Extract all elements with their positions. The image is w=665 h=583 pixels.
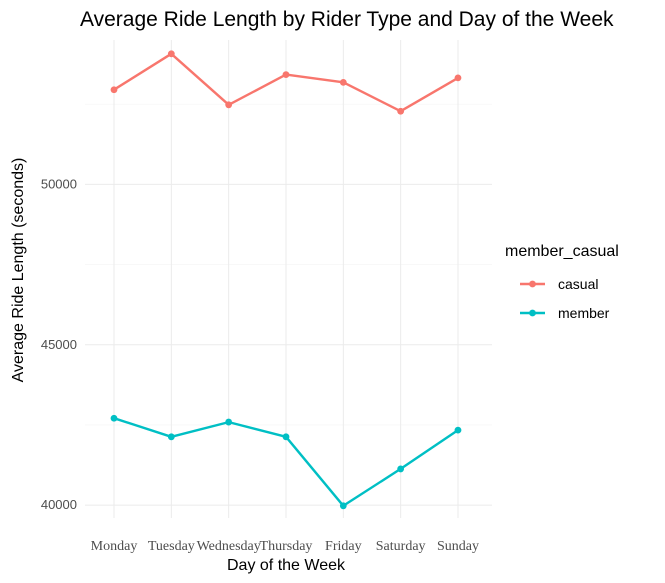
y-axis-title: Average Ride Length (seconds) [10,158,27,383]
y-tick-label: 50000 [41,176,77,191]
data-point [282,71,290,79]
x-tick-label: Saturday [376,539,426,554]
x-tick-label: Friday [325,539,362,554]
y-tick-label: 45000 [41,337,77,352]
data-point [454,74,462,82]
data-point [397,465,405,473]
legend-key-point [529,280,536,288]
legend-label: member [558,305,610,321]
series-member [110,414,462,510]
chart-title: Average Ride Length by Rider Type and Da… [80,8,614,31]
data-point [397,107,405,115]
x-axis-title: Day of the Week [227,557,346,574]
legend-item-casual: casual [520,276,598,292]
data-point [167,433,175,441]
legend-label: casual [558,276,598,292]
data-point [110,414,118,422]
data-point [339,78,347,86]
x-tick-label: Monday [91,539,138,554]
legend-key-point [529,309,536,317]
y-tick-label: 40000 [41,497,77,512]
data-point [110,86,118,94]
legend-item-member: member [520,305,610,321]
data-point [454,426,462,434]
data-point [167,50,175,58]
series-casual [110,50,462,115]
x-tick-label: Wednesday [197,539,261,554]
x-tick-label: Sunday [437,539,479,554]
series-layer [110,50,462,510]
data-point [339,502,347,510]
data-point [282,433,290,441]
x-tick-label: Thursday [260,539,313,554]
data-point [225,101,233,109]
y-axis: 40000 45000 50000 [41,176,77,512]
legend-title: member_casual [505,243,619,260]
data-point [225,418,233,426]
x-tick-label: Tuesday [148,539,195,554]
legend: member_casual casual member [505,243,619,321]
plot-grid [85,40,492,518]
